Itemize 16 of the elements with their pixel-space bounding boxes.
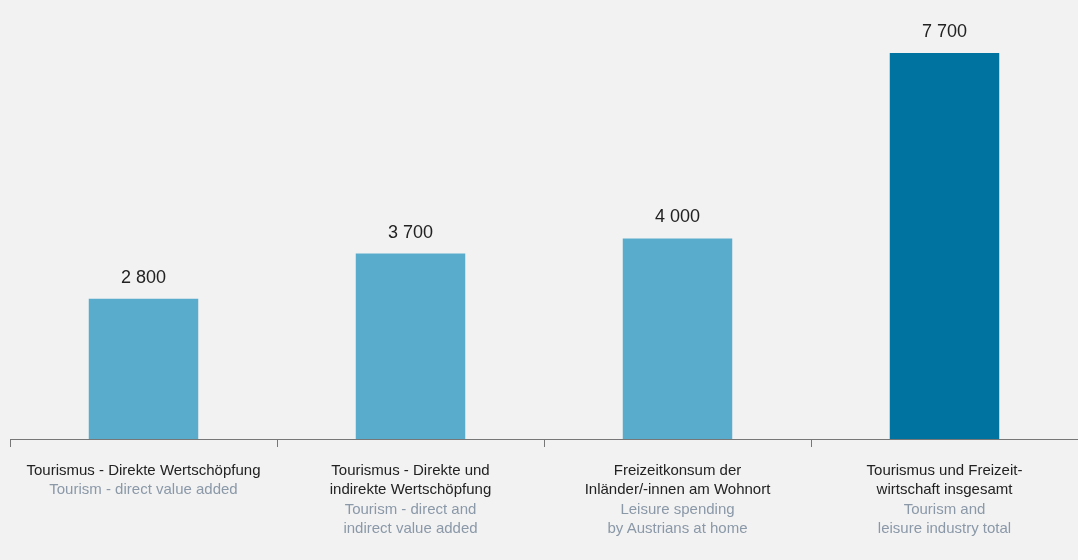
bar [355, 253, 466, 439]
text: Tourism - direct and indirect value added [343, 499, 478, 537]
text: Leisure spending by Austrians at home [607, 499, 748, 537]
bar [88, 298, 199, 439]
text: Tourism - direct value added [49, 480, 238, 498]
data-label: 4 000 [654, 206, 701, 227]
bar [889, 53, 1000, 439]
text: Tourism and leisure industry total [877, 499, 1012, 537]
x-tick-label: Tourismus - Direkte und indirekte Wertschöpfung [329, 460, 492, 498]
bar [622, 238, 733, 439]
x-tick-label: Tourismus und Freizeit- wirtschaft insgesamt [866, 460, 1023, 498]
data-label: 7 700 [921, 21, 968, 42]
x-tick-label: Freizeitkonsum der Inländer/-innen am Wohnort [584, 460, 772, 498]
data-label: 2 800 [120, 266, 167, 287]
data-label: 3 700 [387, 221, 434, 242]
x-tick-label: Tourismus - Direkte Wertschöpfung [26, 460, 261, 478]
